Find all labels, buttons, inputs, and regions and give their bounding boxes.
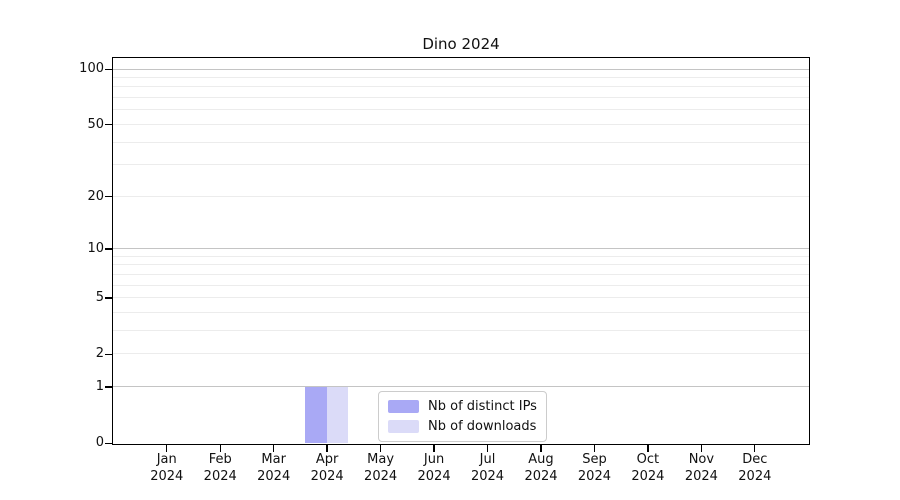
gridline-minor-80 [113, 86, 809, 88]
gridline-minor-9 [113, 255, 809, 257]
x-tick-sep [593, 445, 596, 452]
legend-label-distinct-ips: Nb of distinct IPs [428, 399, 537, 414]
y-tick-label-2: 2 [95, 346, 104, 362]
y-tick-label-100: 100 [79, 61, 104, 77]
x-tick-feb [219, 445, 221, 452]
x-tick-label-aug: Aug 2024 [524, 452, 558, 484]
gridline-minor-8 [113, 264, 809, 266]
x-tick-jun [433, 445, 435, 452]
y-tick-1 [105, 386, 112, 388]
gridline-minor-2 [113, 353, 809, 355]
y-tick-20 [105, 195, 112, 198]
y-tick-100 [105, 68, 112, 70]
x-tick-aug [540, 445, 542, 452]
y-tick-10 [105, 248, 112, 250]
gridline-minor-30 [113, 164, 809, 166]
y-tick-label-5: 5 [95, 290, 104, 306]
gridline-minor-3 [113, 330, 809, 332]
x-tick-label-dec: Dec 2024 [738, 452, 772, 484]
gridline-minor-5 [113, 297, 809, 299]
gridline-minor-40 [113, 141, 809, 143]
gridline-minor-60 [113, 109, 809, 111]
x-tick-label-jan: Jan 2024 [150, 452, 184, 484]
x-tick-apr [326, 445, 328, 452]
x-tick-label-apr: Apr 2024 [310, 452, 344, 484]
y-tick-2 [105, 353, 112, 355]
gridline-major-1 [113, 386, 809, 388]
x-tick-jul [486, 445, 489, 452]
y-tick-5 [105, 297, 112, 299]
x-tick-label-jun: Jun 2024 [417, 452, 451, 484]
y-tick-0 [105, 442, 112, 444]
x-tick-nov [700, 445, 703, 452]
gridline-minor-70 [113, 97, 809, 99]
x-tick-may [379, 445, 382, 452]
y-tick-label-50: 50 [87, 116, 104, 132]
gridline-major-100 [113, 68, 809, 70]
y-tick-label-20: 20 [87, 188, 104, 204]
x-tick-label-may: May 2024 [364, 452, 398, 484]
gridline-minor-6 [113, 284, 809, 286]
y-tick-50 [105, 124, 112, 126]
legend-label-downloads: Nb of downloads [428, 419, 537, 434]
gridline-minor-7 [113, 273, 809, 275]
x-tick-label-mar: Mar 2024 [257, 452, 291, 484]
bar-nb-of-downloads-apr [326, 386, 349, 443]
plot-area [112, 57, 810, 445]
legend-swatch-distinct-ips [388, 400, 419, 413]
gridline-minor-90 [113, 76, 809, 78]
x-tick-label-sep: Sep 2024 [577, 452, 611, 484]
x-tick-mar [273, 445, 275, 452]
x-tick-dec [754, 445, 756, 452]
y-tick-label-1: 1 [95, 379, 104, 395]
gridline-minor-4 [113, 312, 809, 314]
y-tick-label-0: 0 [95, 435, 104, 451]
gridline-minor-20 [113, 195, 809, 197]
x-tick-label-feb: Feb 2024 [203, 452, 237, 484]
x-tick-oct [647, 445, 649, 452]
x-tick-label-nov: Nov 2024 [684, 452, 718, 484]
legend-swatch-downloads [388, 420, 419, 433]
gridline-major-10 [113, 248, 809, 250]
chart-title: Dino 2024 [422, 35, 500, 53]
x-tick-label-oct: Oct 2024 [631, 452, 665, 484]
legend-item-downloads: Nb of downloads [388, 419, 537, 434]
gridline-minor-50 [113, 123, 809, 125]
legend-item-distinct-ips: Nb of distinct IPs [388, 399, 537, 414]
x-tick-label-jul: Jul 2024 [470, 452, 505, 484]
y-tick-label-10: 10 [87, 240, 104, 256]
bar-nb-of-distinct-ips-apr [305, 386, 327, 443]
x-tick-jan [166, 445, 168, 452]
legend: Nb of distinct IPs Nb of downloads [378, 391, 547, 442]
